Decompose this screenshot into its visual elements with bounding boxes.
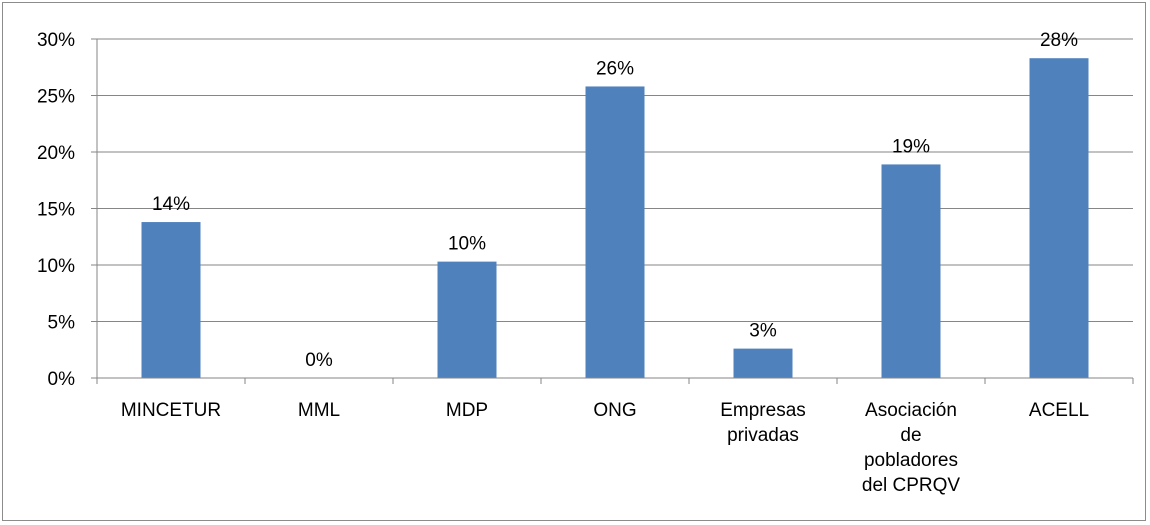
x-tick-label: Empresas	[720, 400, 806, 421]
x-tick-label: ACELL	[1029, 400, 1089, 421]
x-tick-label: MDP	[446, 400, 488, 421]
data-label: 19%	[892, 136, 930, 157]
x-tick-label: ONG	[593, 400, 636, 421]
bar	[141, 222, 201, 378]
data-label: 26%	[596, 58, 634, 79]
x-tick-label: Asociación	[865, 400, 957, 421]
x-tick-label: del CPRQV	[862, 475, 961, 496]
x-tick-label: MML	[298, 400, 340, 421]
y-tick-label: 10%	[37, 256, 75, 277]
y-tick-label: 0%	[48, 369, 76, 390]
y-tick-label: 25%	[37, 87, 75, 108]
x-tick-label: MINCETUR	[121, 400, 221, 421]
data-label: 10%	[448, 234, 486, 255]
data-label: 3%	[749, 321, 777, 342]
bar	[1029, 58, 1089, 379]
y-tick-label: 20%	[37, 143, 75, 164]
y-tick-label: 15%	[37, 200, 75, 221]
data-label: 28%	[1040, 30, 1078, 51]
y-tick-label: 5%	[48, 313, 76, 334]
bar	[585, 86, 645, 379]
bar	[437, 261, 497, 378]
bar	[733, 348, 793, 378]
data-label: 14%	[152, 194, 190, 215]
data-label: 0%	[305, 350, 333, 371]
x-tick-label: privadas	[727, 425, 799, 446]
y-tick-label: 30%	[37, 30, 75, 51]
x-tick-label: de	[900, 425, 921, 446]
x-tick-label: pobladores	[864, 450, 958, 471]
bar	[881, 164, 941, 378]
